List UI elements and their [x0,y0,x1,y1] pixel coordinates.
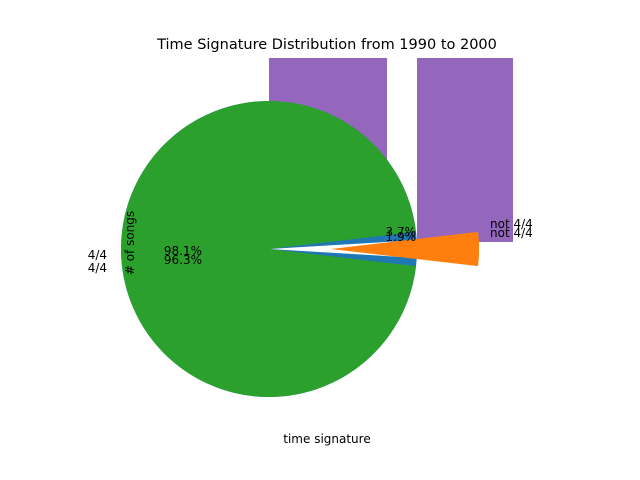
pie-inner-label-4-4: 4/4 [88,261,107,275]
pie-outer-pct-4-4: 98.1% [164,244,202,258]
pie-inner-pct-4-4: 96.3% [164,253,202,267]
pie-inner-slice-4-4 [121,101,417,397]
x-axis-label: time signature [283,432,370,446]
pie-outer-pct-not-4-4: 1.9% [386,230,417,244]
pie-inner-label-not-4-4: not 4/4 [490,226,533,240]
pie-inner-slice-not-4-4 [331,231,479,267]
chart-title: Time Signature Distribution from 1990 to… [156,37,497,53]
y-axis-label: # of songs [123,211,137,275]
bar-2 [417,58,513,242]
pie-outer-label-4-4: 4/4 [88,248,107,262]
pie-inner-pct-not-4-4: 3.7% [386,225,417,239]
pie-outer-label-not-4-4: not 4/4 [490,217,533,231]
